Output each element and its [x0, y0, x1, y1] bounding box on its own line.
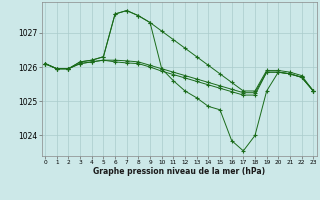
X-axis label: Graphe pression niveau de la mer (hPa): Graphe pression niveau de la mer (hPa) — [93, 167, 265, 176]
